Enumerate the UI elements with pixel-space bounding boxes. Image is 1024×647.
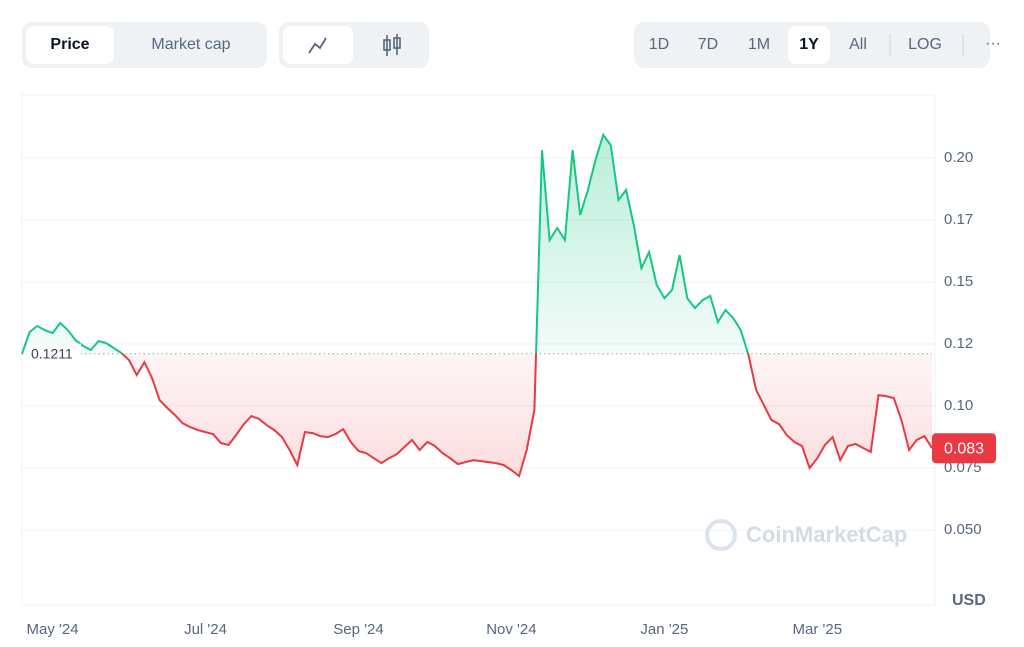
more-button[interactable]: ··· [985,35,1001,52]
y-tick-label: 0.075 [944,459,982,476]
range[interactable]: 7D [698,36,718,53]
x-tick-label: Mar '25 [793,621,843,638]
tab[interactable]: Market cap [151,36,230,53]
line-icon [308,37,327,54]
price-line [21,132,933,478]
x-tick-label: Jan '25 [640,621,688,638]
baseline-label-bg [27,343,81,364]
range[interactable]: 1Y [799,36,819,53]
y-tick-label: 0.15 [944,273,973,290]
plot-frame [21,94,936,606]
watermark-logo [705,519,737,551]
range-selected[interactable] [788,26,830,64]
x-tick-label: May '24 [27,621,79,638]
watermark: CoinMarketCap [746,522,907,547]
y-tick-label: 0.17 [944,211,973,228]
tab-selected[interactable] [26,26,114,64]
last-price: 0.083 [944,440,984,457]
range[interactable]: 1D [649,36,669,53]
plot [21,132,935,531]
area-fill [22,134,932,476]
y-tick-label: 0.20 [944,149,973,166]
x-tick-label: Jul '24 [184,621,227,638]
log-button[interactable]: LOG [908,36,942,53]
y-tick-label: 0.12 [944,335,973,352]
x-tick-label: Nov '24 [486,621,536,638]
y-tick-label: 0.050 [944,521,982,538]
last-price-badge [932,433,996,464]
currency-label: USD [952,592,986,609]
line-button[interactable] [283,26,353,64]
range[interactable]: All [849,36,867,53]
tab[interactable]: Price [50,36,89,53]
range[interactable]: 1M [748,36,770,53]
y-tick-label: 0.10 [944,397,973,414]
x-tick-label: Sep '24 [333,621,383,638]
candle-icon[interactable] [383,34,401,56]
baseline-label: 0.1211 [31,345,73,361]
